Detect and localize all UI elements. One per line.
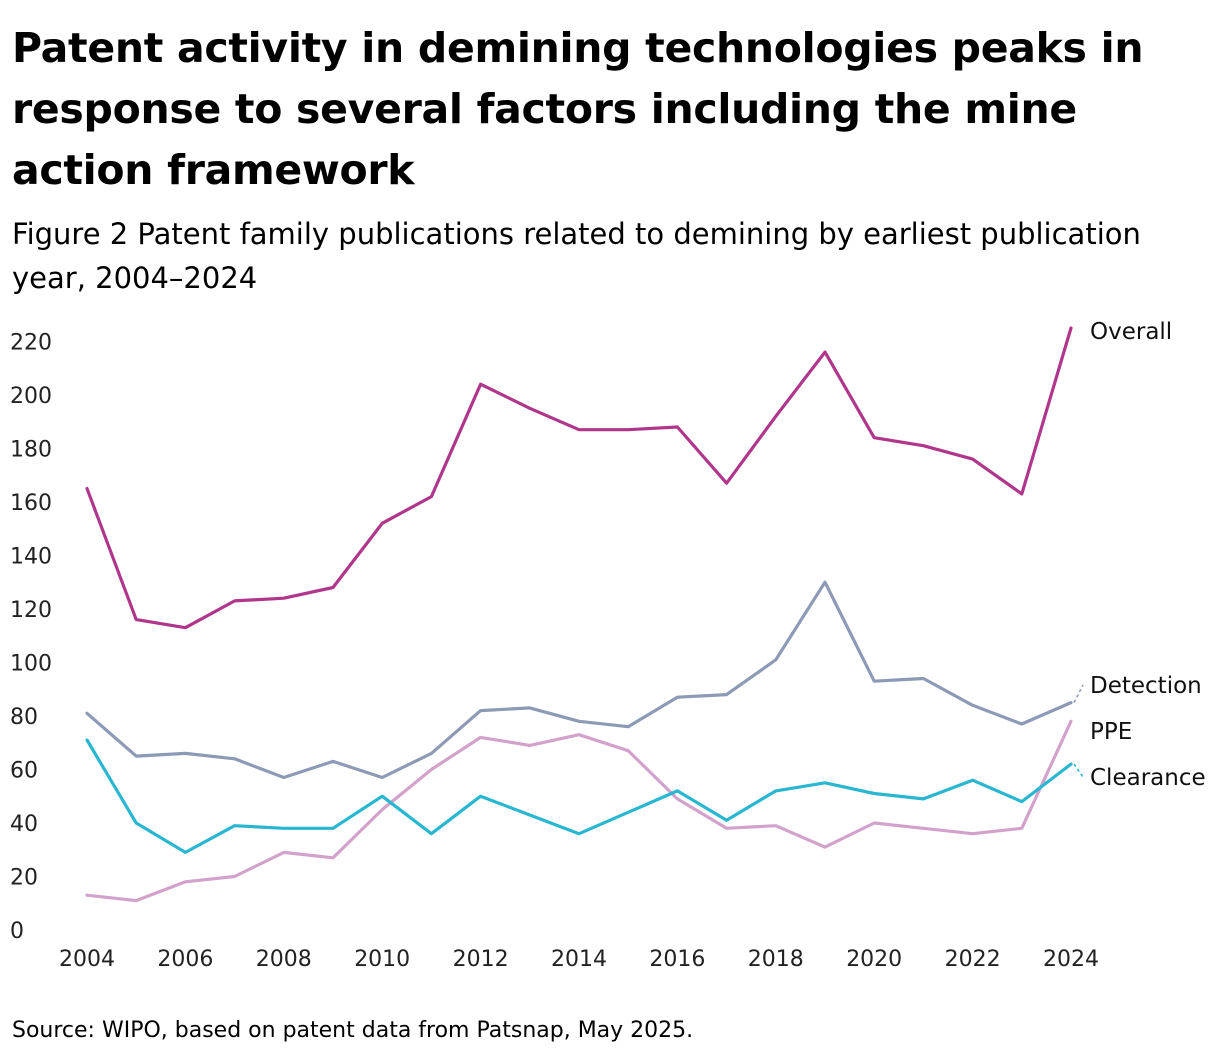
series-label-overall: Overall	[1090, 319, 1172, 345]
series-line-clearance	[85, 738, 1073, 855]
x-tick-label: 2006	[157, 947, 213, 972]
chart-subtitle: Figure 2 Patent family publications rela…	[12, 217, 1141, 295]
x-tick-label: 2010	[354, 947, 410, 972]
series-label-detection: Detection	[1090, 673, 1202, 699]
series-line-detection	[85, 580, 1073, 780]
x-tick-label: 2004	[59, 947, 115, 972]
y-tick-label: 220	[10, 330, 52, 355]
label-leader-clearance	[1073, 763, 1084, 778]
y-tick-label: 0	[10, 919, 24, 944]
series-lines	[85, 326, 1073, 903]
source-note: Source: WIPO, based on patent data from …	[12, 1018, 694, 1043]
series-label-ppe: PPE	[1090, 719, 1132, 745]
x-tick-label: 2020	[846, 947, 902, 972]
y-axis: 0 20 40 60 80 100 120 140 160 180 200 220	[10, 330, 52, 944]
x-tick-label: 2016	[649, 947, 705, 972]
y-tick-label: 100	[10, 651, 52, 676]
y-tick-label: 140	[10, 544, 52, 569]
y-tick-label: 80	[10, 705, 38, 730]
series-label-clearance: Clearance	[1090, 765, 1206, 791]
x-tick-label: 2008	[256, 947, 312, 972]
y-tick-label: 180	[10, 437, 52, 462]
chart-title: Patent activity in demining technologies…	[12, 24, 1144, 194]
y-tick-label: 200	[10, 384, 52, 409]
x-tick-label: 2018	[748, 947, 804, 972]
series-line-ppe	[85, 719, 1073, 903]
x-tick-label: 2024	[1043, 947, 1099, 972]
y-tick-label: 20	[10, 865, 38, 890]
y-tick-label: 60	[10, 758, 38, 783]
series-line-overall	[85, 326, 1073, 630]
y-tick-label: 120	[10, 598, 52, 623]
series-labels: Overall Detection PPE Clearance	[1073, 319, 1206, 791]
x-tick-label: 2014	[551, 947, 607, 972]
x-tick-label: 2022	[945, 947, 1001, 972]
y-tick-label: 160	[10, 491, 52, 516]
x-tick-label: 2012	[453, 947, 509, 972]
y-tick-label: 40	[10, 812, 38, 837]
label-leader-detection	[1073, 684, 1084, 703]
x-axis: 2004 2006 2008 2010 2012 2014 2016 2018 2020 2022…	[59, 947, 1099, 972]
